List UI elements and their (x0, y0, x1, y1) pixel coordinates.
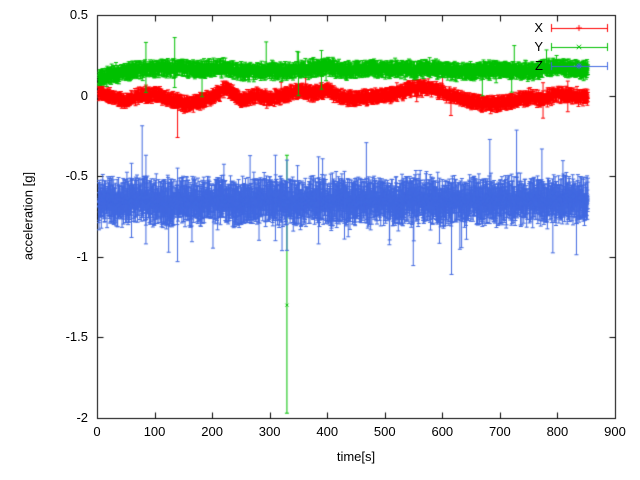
y-tick-label: 0 (80, 87, 88, 103)
y-axis-label: acceleration [g] (20, 171, 36, 261)
y-tick-label: -0.5 (65, 168, 88, 184)
x-tick-label: 300 (258, 424, 281, 439)
x-axis-label: time[s] (336, 449, 376, 464)
y-tick-label: 0.5 (69, 7, 88, 22)
x-tick-label: 400 (316, 424, 339, 439)
x-tick-label: 600 (431, 424, 454, 439)
legend-label-y: Y (534, 39, 543, 54)
x-tick-label: 100 (143, 424, 166, 439)
x-tick-label: 900 (604, 424, 626, 439)
y-tick-label: -1 (76, 248, 88, 264)
legend-label-x: X (534, 20, 543, 35)
y-tick-label: -2 (76, 410, 88, 425)
x-tick-label: 500 (373, 424, 396, 439)
legend-label-z: Z (535, 58, 543, 73)
x-tick-label: 200 (201, 424, 223, 439)
y-tick-label: -1.5 (65, 329, 88, 345)
x-tick-label: 800 (546, 424, 569, 439)
x-tick-label: 700 (489, 424, 511, 439)
x-tick-label: 0 (93, 424, 101, 439)
